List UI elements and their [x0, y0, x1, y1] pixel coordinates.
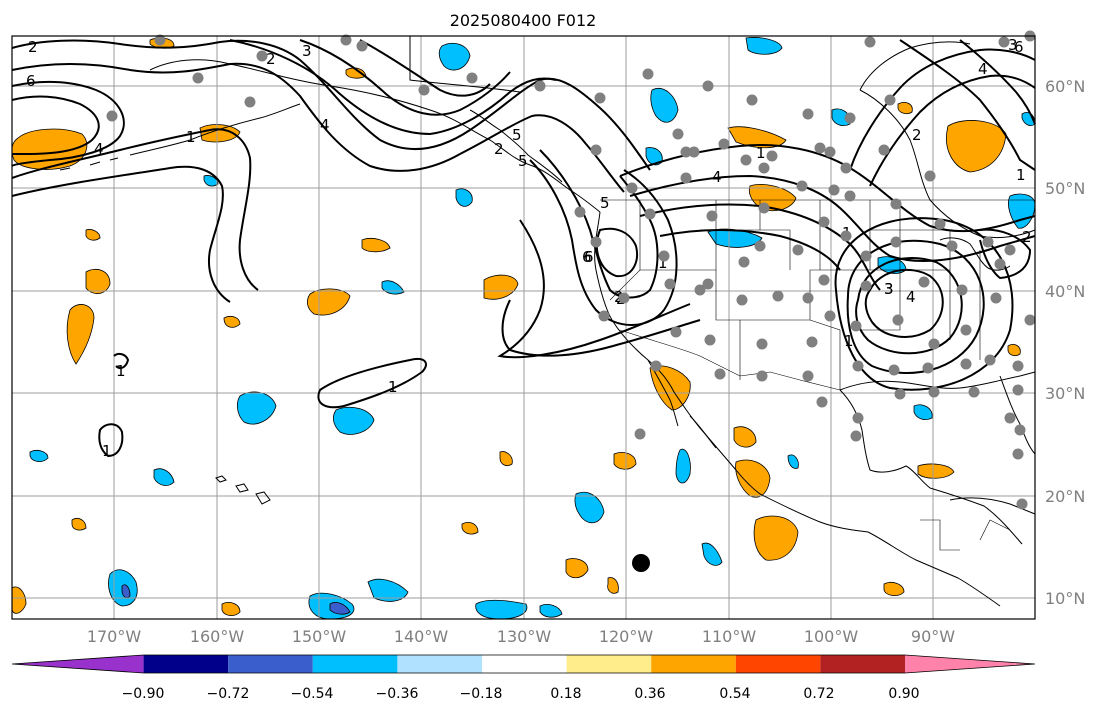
lat-label-30n: 30°N — [1045, 384, 1085, 403]
colorbar-segment — [397, 655, 482, 673]
colorbar-segment — [482, 655, 567, 673]
contour-label: 5 — [518, 152, 528, 170]
contour-label: 3 — [884, 280, 894, 298]
colorbar — [11, 654, 1036, 674]
colorbar-segment — [12, 655, 144, 673]
longitude-labels: 170°W 160°W 150°W 140°W 130°W 120°W 110°… — [87, 627, 955, 646]
storm-center-marker — [632, 554, 650, 572]
colorbar-segment — [312, 655, 398, 673]
contour-label: 4 — [978, 60, 988, 78]
contour-label: 2 — [1022, 228, 1032, 246]
colorbar-outline — [11, 654, 1036, 674]
contour-label: 3 — [1008, 36, 1018, 54]
contour-label: 2 — [912, 126, 922, 144]
colorbar-tick-label: 0.72 — [803, 686, 834, 702]
colorbar-tick-label: −0.54 — [291, 686, 334, 702]
map-border — [11, 35, 1036, 620]
contour-label: 1 — [186, 128, 196, 146]
contour-label: 1 — [388, 378, 398, 396]
contour-label: 1 — [1016, 166, 1026, 184]
lon-label-140w: 140°W — [394, 627, 449, 646]
contour-label: 1 — [116, 362, 126, 380]
anomaly-patches — [11, 37, 1036, 620]
lon-label-110w: 110°W — [702, 627, 757, 646]
lon-label-150w: 150°W — [292, 627, 347, 646]
latitude-labels: 60°N 50°N 40°N 30°N 20°N 10°N — [1045, 77, 1085, 608]
contour-label: 1 — [756, 144, 766, 162]
colorbar-segment — [735, 655, 821, 673]
lon-label-170w: 170°W — [87, 627, 142, 646]
contour-label-group: 2 6 3 2 4 4 1 5 5 6 1 4 1 2 6 3 2 1 3 4 … — [26, 36, 1032, 460]
colorbar-tick-label: −0.18 — [460, 686, 503, 702]
colorbar-tick-label: −0.36 — [376, 686, 419, 702]
lon-label-160w: 160°W — [190, 627, 245, 646]
contour-label: 1 — [658, 254, 668, 272]
colorbar-segment — [651, 655, 736, 673]
colorbar-tick-label: −0.72 — [207, 686, 250, 702]
contour-label: 5 — [600, 194, 610, 212]
lat-label-40n: 40°N — [1045, 282, 1085, 301]
contour-label: 6 — [584, 248, 594, 266]
contour-label: 2 — [28, 38, 38, 56]
colorbar-tick-label: 0.18 — [550, 686, 581, 702]
lat-label-60n: 60°N — [1045, 77, 1085, 96]
lon-label-130w: 130°W — [497, 627, 552, 646]
contour-label: 5 — [512, 126, 522, 144]
contour-label: 3 — [884, 280, 894, 298]
map-title: 2025080400 F012 — [450, 11, 597, 30]
colorbar-segment — [905, 655, 1035, 673]
colorbar-segment — [820, 655, 905, 673]
colorbar-segment — [566, 655, 652, 673]
lon-label-120w: 120°W — [599, 627, 654, 646]
colorbar-tick-labels: −0.90 −0.72 −0.54 −0.36 −0.18 0.18 0.36 … — [122, 686, 920, 702]
contour-label: 2 — [494, 140, 504, 158]
contour-label: 2 — [266, 50, 276, 68]
contour-label: 6 — [582, 248, 592, 266]
colorbar-tick-label: 0.90 — [888, 686, 919, 702]
contour-label: 3 — [302, 42, 312, 60]
lon-label-100w: 100°W — [804, 627, 859, 646]
contour-label: 6 — [1014, 38, 1024, 56]
colorbar-tick-label: −0.90 — [122, 686, 165, 702]
lat-label-10n: 10°N — [1045, 589, 1085, 608]
contour-label: 4 — [94, 140, 104, 158]
contour-label: 1 — [102, 442, 112, 460]
lon-label-90w: 90°W — [911, 627, 955, 646]
lat-label-20n: 20°N — [1045, 487, 1085, 506]
colorbar-tick-label: 0.36 — [634, 686, 665, 702]
colorbar-tick-label: 0.54 — [719, 686, 750, 702]
contour-label: 4 — [712, 168, 722, 186]
contour-label: 4 — [906, 288, 916, 306]
contour-label: 4 — [320, 116, 330, 134]
contour-label: 6 — [26, 72, 36, 90]
colorbar-segment — [143, 655, 229, 673]
contour-label: 1 — [844, 332, 854, 350]
lat-label-50n: 50°N — [1045, 179, 1085, 198]
colorbar-segment — [228, 655, 313, 673]
station-markers — [106, 30, 1036, 510]
